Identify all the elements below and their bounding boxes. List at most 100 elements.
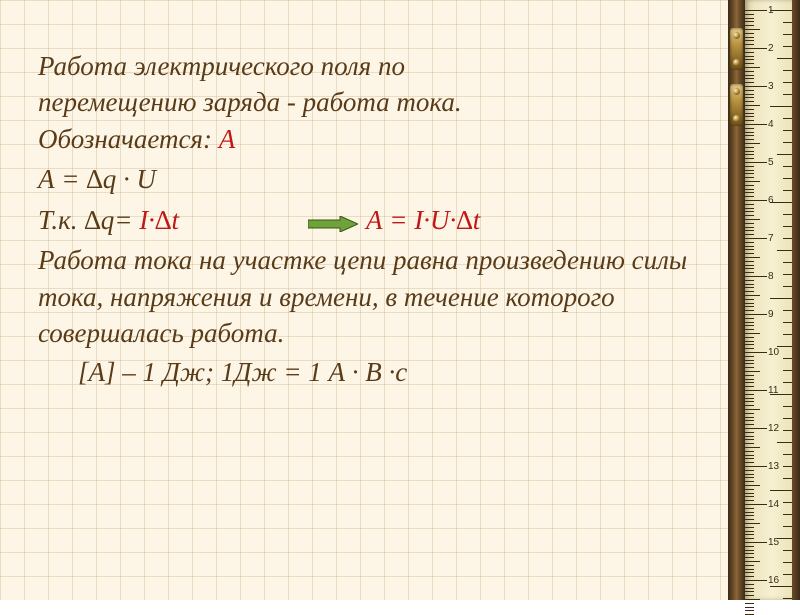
ruler-tick-mm	[745, 379, 754, 380]
ruler-tick-mm	[745, 588, 754, 589]
ruler-tick-cm	[745, 10, 767, 11]
ruler-tick-mm	[745, 553, 754, 554]
ruler-tick-mm	[745, 227, 754, 228]
ruler-tick-mm	[745, 569, 754, 570]
ruler-tick-mm	[745, 322, 754, 323]
ruler-tick-inch-sub	[783, 166, 792, 167]
ruler-tick-cm	[745, 48, 767, 49]
ruler-tick-mm	[745, 356, 754, 357]
arrow-shape	[308, 216, 358, 232]
ruler-tick-mm	[745, 40, 754, 41]
ruler-tick-mm	[745, 325, 754, 326]
ruler-tick-mm	[745, 287, 754, 288]
ruler-tick-mm	[745, 546, 754, 547]
ruler-tick-mm	[745, 132, 754, 133]
ruler-tick-mm	[745, 52, 754, 53]
ruler-tick-cm	[745, 428, 767, 429]
ruler-tick-mm	[745, 375, 754, 376]
ruler-tick-cm	[745, 390, 767, 391]
ruler-decoration: 12345678910111213141516	[728, 0, 800, 600]
ruler-tick-mm	[745, 394, 754, 395]
ruler-tick-mm	[745, 489, 754, 490]
ruler-tick-mm	[745, 382, 754, 383]
ruler-tick-mm	[745, 576, 754, 577]
ruler-tick-mm	[745, 181, 760, 182]
ruler-tick-mm	[745, 401, 754, 402]
ruler-tick-mm	[745, 170, 754, 171]
ruler-tick-mm	[745, 527, 754, 528]
ruler-tick-mm	[745, 424, 754, 425]
ruler-tick-inch-sub	[783, 82, 792, 83]
ruler-tick-mm	[745, 470, 754, 471]
ruler-tick-inch-sub	[783, 46, 792, 47]
ruler-tick-inch-sub	[783, 142, 792, 143]
ruler-tick-mm	[745, 519, 754, 520]
formula-aqU: А = ∆q · U	[38, 161, 708, 197]
brass-fitting-bottom	[730, 84, 743, 126]
ruler-tick-mm	[745, 257, 760, 258]
ruler-tick-mm	[745, 56, 754, 57]
ruler-tick-mm	[745, 173, 754, 174]
ruler-tick-cm	[745, 200, 767, 201]
ruler-tick-mm	[745, 82, 754, 83]
ruler-tick-mm	[745, 71, 754, 72]
ruler-tick-inch-sub	[783, 118, 792, 119]
ruler-tick-mm	[745, 242, 754, 243]
ruler-tick-inch-sub	[783, 418, 792, 419]
ruler-tick-mm	[745, 272, 754, 273]
ruler-tick-inch	[770, 106, 792, 107]
ruler-tick-inch-sub	[783, 574, 792, 575]
ruler-tick-mm	[745, 177, 754, 178]
ruler-tick-cm	[745, 580, 767, 581]
ruler-tick-inch	[770, 394, 792, 395]
ruler-tick-mm	[745, 550, 754, 551]
ruler-number-cm: 3	[768, 81, 774, 92]
ruler-tick-cm	[745, 276, 767, 277]
brass-fitting-top	[730, 28, 743, 70]
ruler-tick-inch	[770, 202, 792, 203]
ruler-tick-mm	[745, 439, 754, 440]
ruler-tick-mm	[745, 436, 754, 437]
ruler-tick-mm	[745, 154, 754, 155]
ruler-tick-mm	[745, 128, 754, 129]
ruler-tick-mm	[745, 284, 754, 285]
ruler-tick-mm	[745, 447, 760, 448]
ruler-tick-mm	[745, 306, 754, 307]
ruler-tick-mm	[745, 109, 754, 110]
ruler-tick-mm	[745, 189, 754, 190]
ruler-tick-mm	[745, 75, 754, 76]
ruler-tick-mm	[745, 280, 754, 281]
ruler-tick-mm	[745, 208, 754, 209]
ruler-tick-inch-sub	[783, 370, 792, 371]
ruler-tick-cm	[745, 466, 767, 467]
ruler-tick-inch-sub	[777, 250, 792, 251]
ruler-tick-inch-sub	[783, 562, 792, 563]
ruler-tick-inch-sub	[783, 94, 792, 95]
ruler-tick-mm	[745, 572, 754, 573]
ruler-tick-mm	[745, 493, 754, 494]
ruler-tick-inch	[770, 586, 792, 587]
ruler-tick-mm	[745, 341, 754, 342]
ruler-tick-mm	[745, 607, 754, 608]
ruler-tick-mm	[745, 143, 760, 144]
ruler-tick-inch-sub	[783, 514, 792, 515]
ruler-face: 12345678910111213141516	[745, 0, 800, 600]
ruler-number-cm: 4	[768, 119, 774, 130]
ruler-number-cm: 6	[768, 195, 774, 206]
ruler-tick-mm	[745, 230, 754, 231]
ruler-tick-inch-sub	[783, 262, 792, 263]
line-1a: Работа электрического поля по	[38, 48, 708, 84]
ruler-tick-mm	[745, 595, 754, 596]
ruler-pole-right	[792, 0, 800, 600]
ruler-tick-mm	[745, 481, 754, 482]
ruler-number-cm: 2	[768, 43, 774, 54]
ruler-tick-inch-sub	[783, 274, 792, 275]
ruler-tick-inch-sub	[777, 538, 792, 539]
ruler-tick-inch-sub	[783, 502, 792, 503]
ruler-tick-mm	[745, 63, 754, 64]
ruler-tick-cm	[745, 542, 767, 543]
ruler-tick-inch-sub	[783, 358, 792, 359]
ruler-tick-mm	[745, 538, 754, 539]
ruler-tick-mm	[745, 113, 754, 114]
ruler-tick-mm	[745, 18, 754, 19]
